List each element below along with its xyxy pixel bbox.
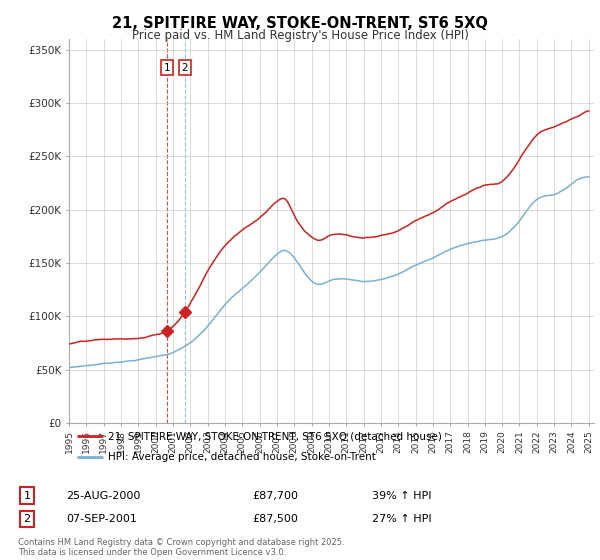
Text: 1: 1 xyxy=(23,491,31,501)
Text: HPI: Average price, detached house, Stoke-on-Trent: HPI: Average price, detached house, Stok… xyxy=(109,452,376,462)
Text: £87,700: £87,700 xyxy=(252,491,298,501)
Text: Contains HM Land Registry data © Crown copyright and database right 2025.
This d: Contains HM Land Registry data © Crown c… xyxy=(18,538,344,557)
Text: 27% ↑ HPI: 27% ↑ HPI xyxy=(372,514,431,524)
Text: Price paid vs. HM Land Registry's House Price Index (HPI): Price paid vs. HM Land Registry's House … xyxy=(131,29,469,42)
Text: 07-SEP-2001: 07-SEP-2001 xyxy=(66,514,137,524)
Text: 21, SPITFIRE WAY, STOKE-ON-TRENT, ST6 5XQ: 21, SPITFIRE WAY, STOKE-ON-TRENT, ST6 5X… xyxy=(112,16,488,31)
Text: 2: 2 xyxy=(182,63,188,73)
Text: £87,500: £87,500 xyxy=(252,514,298,524)
Text: 2: 2 xyxy=(23,514,31,524)
Text: 39% ↑ HPI: 39% ↑ HPI xyxy=(372,491,431,501)
Text: 25-AUG-2000: 25-AUG-2000 xyxy=(66,491,140,501)
Text: 21, SPITFIRE WAY, STOKE-ON-TRENT, ST6 5XQ (detached house): 21, SPITFIRE WAY, STOKE-ON-TRENT, ST6 5X… xyxy=(109,431,442,441)
Text: 1: 1 xyxy=(164,63,170,73)
